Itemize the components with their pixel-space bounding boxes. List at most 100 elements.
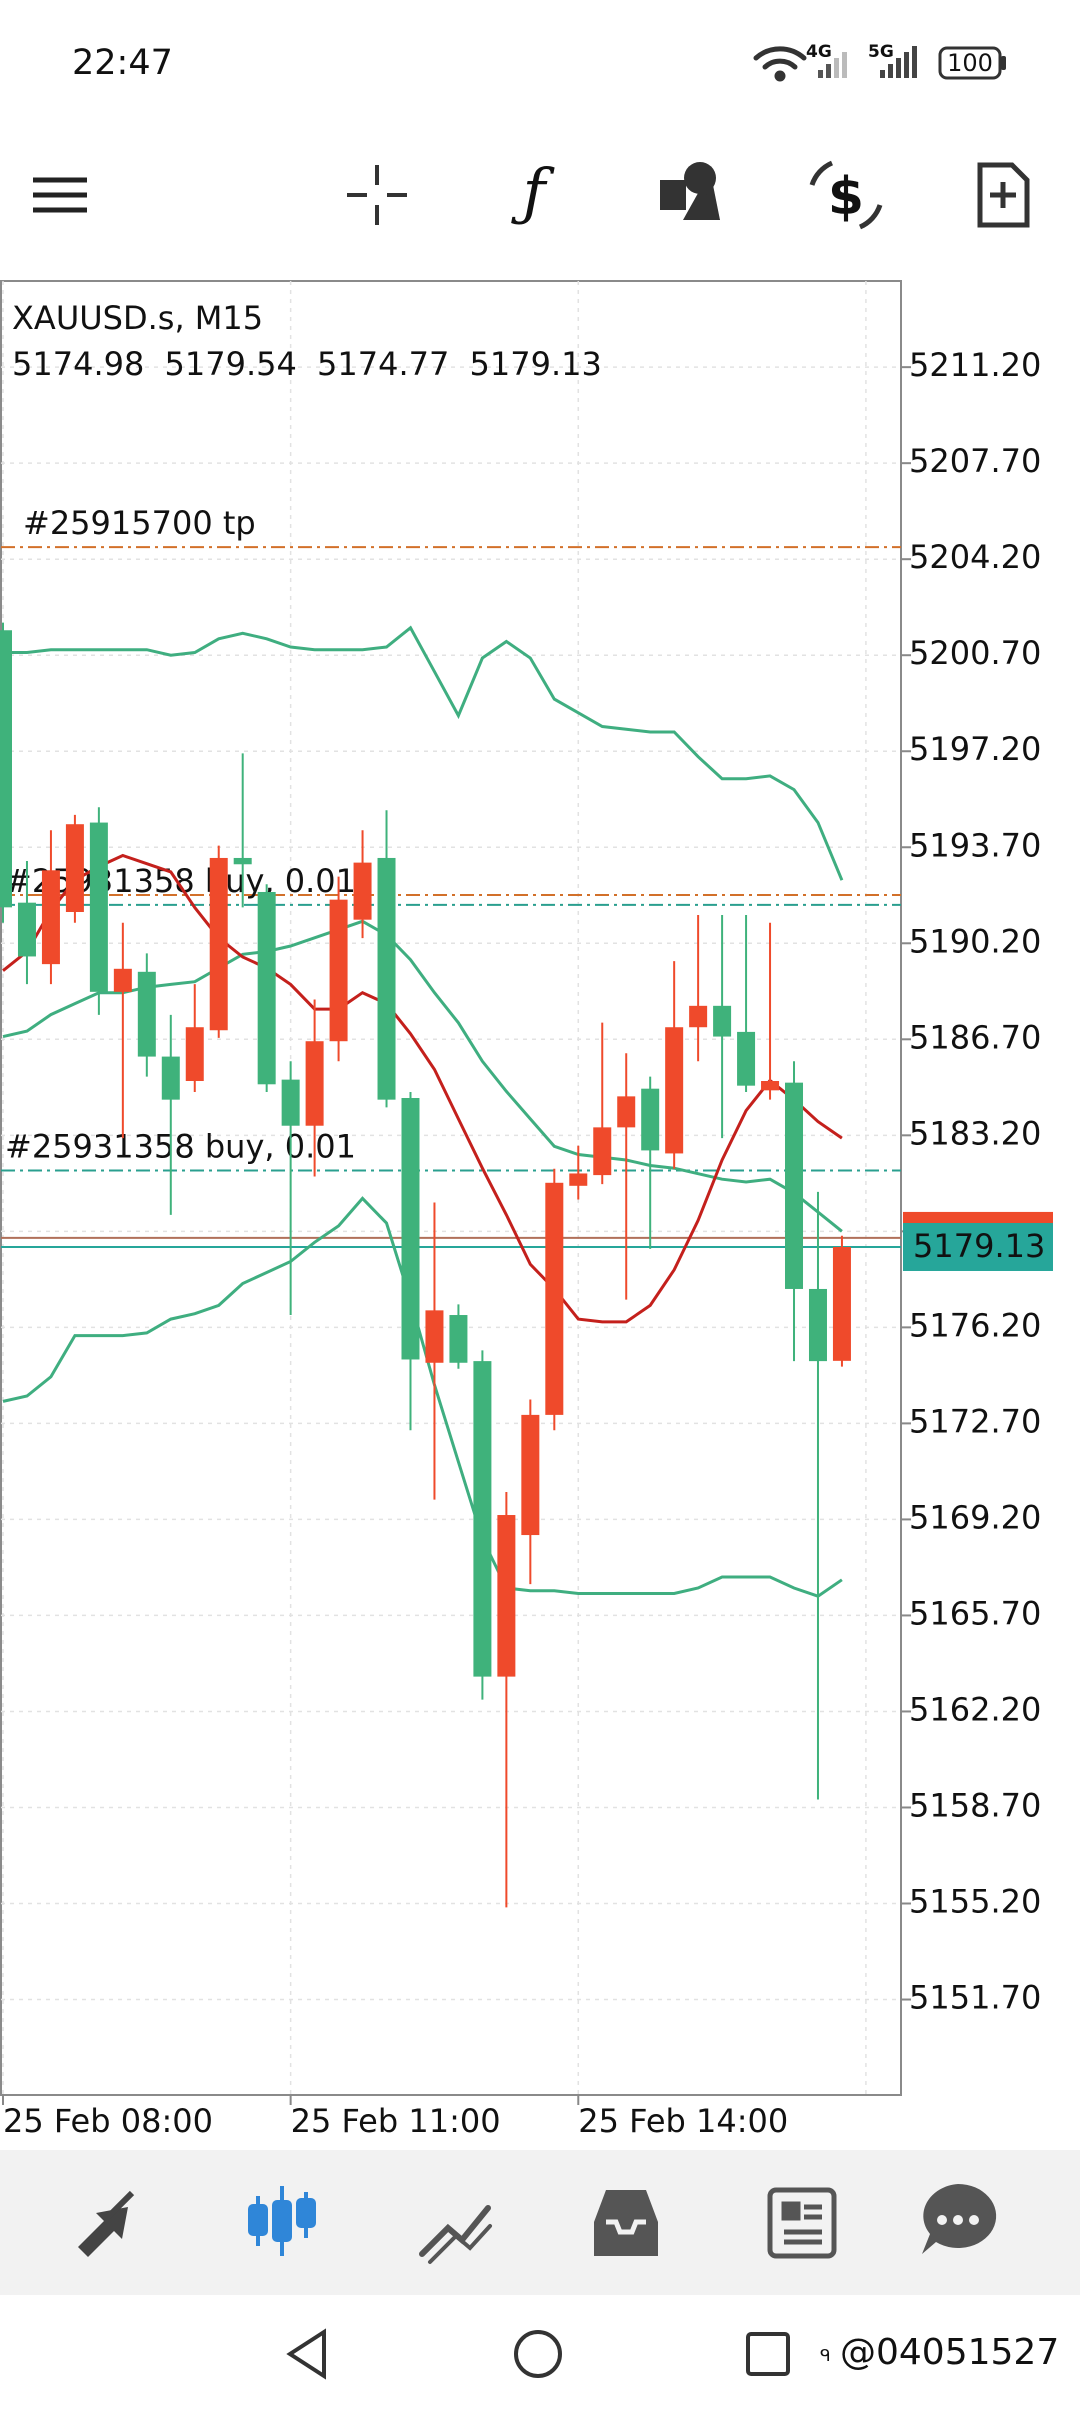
candle-body — [617, 1096, 636, 1128]
candle-body — [89, 822, 108, 992]
candle-body — [209, 857, 228, 1031]
low-value: 5174.77 — [317, 345, 449, 383]
candle-body — [545, 1182, 564, 1415]
bottom-nav — [0, 2150, 1080, 2295]
level-label: #25915700 tp — [23, 504, 256, 542]
y-tick-label: 5169.20 — [909, 1498, 1041, 1536]
axis: 5211.20 5207.70 5204.20 5200.70 5197.20 5193.… — [2, 346, 1053, 2140]
chart-tab[interactable] — [248, 2186, 316, 2256]
price-box — [903, 1222, 1053, 1271]
back-button[interactable] — [286, 2328, 326, 2380]
y-tick-label: 5211.20 — [909, 346, 1041, 384]
candle-body — [41, 870, 60, 965]
candle-body — [17, 902, 36, 957]
svg-text:$: $ — [828, 167, 864, 227]
wifi-icon — [753, 46, 807, 82]
candle-body — [808, 1288, 827, 1362]
candle-body — [689, 1005, 708, 1028]
band-upper — [3, 625, 844, 881]
candle-body — [473, 1361, 492, 1677]
recents-button[interactable] — [746, 2332, 790, 2376]
candle-body — [137, 971, 156, 1057]
candle-body — [521, 1414, 540, 1536]
open-value: 5174.98 — [12, 345, 144, 383]
grid — [1, 281, 901, 2095]
y-tick-label: 5183.20 — [909, 1114, 1041, 1152]
y-tick-label: 5200.70 — [909, 634, 1041, 672]
candle-body — [305, 1041, 324, 1126]
candle-body — [233, 857, 252, 865]
messages-tab[interactable] — [922, 2183, 997, 2254]
high-value: 5179.54 — [165, 345, 297, 383]
level-label: #25931358 buy, 0.01 — [5, 1127, 356, 1165]
watermark-logo: ᑫ — [820, 2346, 831, 2366]
objects-button[interactable] — [660, 162, 720, 220]
quotes-tab[interactable] — [78, 2190, 135, 2257]
candle-body — [401, 1098, 420, 1360]
network-label: 5G — [868, 42, 894, 62]
candle-body — [185, 1027, 204, 1082]
candle-body — [665, 1027, 684, 1154]
y-tick-label: 5186.70 — [909, 1018, 1041, 1056]
battery-icon — [938, 46, 1006, 80]
new-order-button[interactable] — [977, 162, 1030, 228]
candle-body — [761, 1081, 780, 1091]
candle-body — [737, 1031, 756, 1086]
y-tick-label: 5193.70 — [909, 826, 1041, 864]
candle-body — [832, 1246, 851, 1361]
y-tick-label: 5197.20 — [909, 730, 1041, 768]
x-tick-label: 25 Feb 08:00 — [3, 2102, 213, 2140]
candle-body — [425, 1310, 444, 1363]
y-tick-label: 5172.70 — [909, 1402, 1041, 1440]
candle-body — [257, 891, 276, 1085]
ohlc-header: 5174.98 5179.54 5174.77 5179.13 — [12, 345, 602, 383]
candle-body — [713, 1005, 732, 1037]
candle-body — [353, 862, 372, 920]
y-tick-label: 5207.70 — [909, 442, 1041, 480]
chart-frame — [0, 280, 902, 2096]
y-tick-label: 5162.20 — [909, 1690, 1041, 1728]
y-tick-label: 5165.70 — [909, 1594, 1041, 1632]
trade-tab[interactable] — [419, 2205, 492, 2264]
candle-body — [497, 1515, 516, 1677]
menu-button[interactable] — [33, 177, 87, 213]
candle-body — [281, 1079, 300, 1126]
y-tick-label: 5176.20 — [909, 1306, 1041, 1344]
trade-button[interactable]: $ — [809, 160, 883, 230]
y-tick-label: 5151.70 — [909, 1979, 1041, 2017]
watermark: @04051527 — [840, 2332, 1059, 2373]
close-value: 5179.13 — [470, 345, 602, 383]
chart-title: XAUUSD.s, M15 — [12, 299, 263, 337]
y-tick-label: 5158.70 — [909, 1786, 1041, 1824]
moving-average — [2, 853, 843, 1324]
news-tab[interactable] — [767, 2187, 837, 2259]
candle-body — [65, 824, 84, 913]
candle-body — [329, 899, 348, 1042]
history-tab[interactable] — [594, 2190, 658, 2256]
home-button[interactable] — [514, 2330, 562, 2378]
x-tick-label: 25 Feb 11:00 — [291, 2102, 501, 2140]
indicators — [2, 625, 844, 1598]
crosshair-button[interactable] — [347, 165, 407, 225]
candle-body — [569, 1173, 588, 1186]
signal-icon — [818, 52, 847, 78]
x-tick-label: 25 Feb 14:00 — [578, 2102, 788, 2140]
candle-body — [641, 1088, 660, 1151]
candle-body — [0, 630, 12, 908]
candle-body — [449, 1315, 468, 1363]
signal-icon — [880, 46, 917, 78]
status-time: 22:47 — [72, 43, 173, 83]
candle-body — [161, 1056, 180, 1100]
price-label: 5179.13 — [913, 1227, 1045, 1265]
network-label: 4G — [806, 42, 832, 62]
candle-body — [785, 1082, 804, 1289]
y-tick-label: 5204.20 — [909, 538, 1041, 576]
y-tick-label: 5190.20 — [909, 922, 1041, 960]
battery-level: 100 — [947, 49, 993, 77]
order-levels: #25915700 tp#25931358 buy, 0.01#25931358… — [1, 504, 901, 1248]
candle-body — [113, 968, 132, 992]
candle-body — [593, 1127, 612, 1176]
candle-body — [377, 857, 396, 1100]
